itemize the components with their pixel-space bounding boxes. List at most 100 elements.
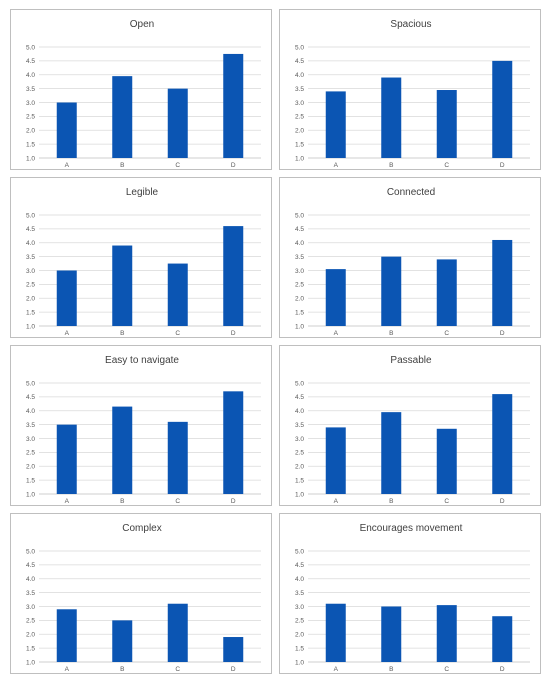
x-tick-label: B bbox=[389, 498, 393, 505]
y-tick-label: 3.5 bbox=[295, 590, 304, 597]
x-tick-label: C bbox=[175, 330, 180, 337]
y-tick-label: 3.5 bbox=[295, 422, 304, 429]
bar bbox=[381, 77, 402, 158]
bar bbox=[167, 603, 188, 662]
x-tick-label: B bbox=[389, 162, 393, 169]
x-tick-label: C bbox=[444, 330, 449, 337]
x-tick-label: A bbox=[65, 330, 70, 337]
y-tick-label: 3.0 bbox=[295, 100, 304, 107]
x-tick-label: A bbox=[65, 162, 70, 169]
chart-title: Spacious bbox=[390, 19, 431, 30]
x-tick-label: A bbox=[334, 162, 339, 169]
bar bbox=[56, 609, 77, 662]
bar bbox=[381, 606, 402, 662]
x-tick-label: B bbox=[120, 330, 124, 337]
y-tick-label: 2.5 bbox=[26, 282, 35, 289]
y-tick-label: 2.5 bbox=[295, 114, 304, 121]
chart-title: Easy to navigate bbox=[105, 355, 179, 366]
y-tick-label: 1.0 bbox=[295, 155, 304, 162]
x-tick-label: C bbox=[444, 498, 449, 505]
chart-title: Legible bbox=[126, 187, 159, 198]
bar bbox=[492, 239, 513, 326]
y-tick-label: 3.0 bbox=[26, 436, 35, 443]
y-tick-label: 5.0 bbox=[295, 44, 304, 51]
y-tick-label: 2.0 bbox=[295, 464, 304, 471]
y-tick-label: 3.5 bbox=[26, 86, 35, 93]
y-tick-label: 4.5 bbox=[295, 58, 304, 65]
y-tick-label: 3.0 bbox=[26, 268, 35, 275]
y-tick-label: 4.0 bbox=[295, 576, 304, 583]
x-tick-label: A bbox=[65, 498, 70, 505]
x-tick-label: D bbox=[500, 498, 505, 505]
x-tick-label: D bbox=[500, 162, 505, 169]
y-tick-label: 3.5 bbox=[26, 254, 35, 261]
bar bbox=[325, 427, 346, 494]
y-tick-label: 1.5 bbox=[26, 141, 35, 148]
y-tick-label: 2.0 bbox=[26, 296, 35, 303]
y-tick-label: 5.0 bbox=[295, 548, 304, 555]
bar bbox=[325, 91, 346, 158]
y-tick-label: 1.5 bbox=[295, 309, 304, 316]
x-tick-label: D bbox=[500, 666, 505, 673]
bar-chart: Passable 1.0 1.5 2.0 2.5 3.0 3.5 4.0 4.5 5.0 A B C D bbox=[295, 355, 530, 505]
y-tick-label: 4.0 bbox=[26, 576, 35, 583]
y-tick-label: 1.0 bbox=[295, 491, 304, 498]
bar bbox=[436, 605, 457, 662]
y-tick-label: 4.0 bbox=[26, 408, 35, 415]
bar bbox=[223, 226, 244, 326]
bar bbox=[167, 88, 188, 158]
x-tick-label: D bbox=[231, 498, 236, 505]
x-tick-label: C bbox=[444, 666, 449, 673]
y-tick-label: 3.5 bbox=[26, 590, 35, 597]
chart-title: Connected bbox=[387, 187, 435, 198]
bar bbox=[167, 263, 188, 326]
bar-chart: Legible 1.0 1.5 2.0 2.5 3.0 3.5 4.0 4.5 5.0 A B C D bbox=[26, 187, 261, 337]
x-tick-label: B bbox=[120, 498, 124, 505]
x-tick-label: B bbox=[120, 162, 124, 169]
chart-panel: Easy to navigate 1.0 1.5 2.0 2.5 3.0 3.5 4.0 4.5… bbox=[10, 345, 272, 506]
x-tick-label: D bbox=[231, 162, 236, 169]
bar bbox=[325, 269, 346, 326]
y-tick-label: 4.5 bbox=[295, 394, 304, 401]
y-tick-label: 5.0 bbox=[26, 548, 35, 555]
bar-chart: Encourages movement 1.0 1.5 2.0 2.5 3.0 3.5 4.0… bbox=[295, 523, 530, 673]
chart-panel: Open 1.0 1.5 2.0 2.5 3.0 3.5 4.0 4.5 5.0 A B C D bbox=[10, 9, 272, 170]
y-tick-label: 4.5 bbox=[26, 394, 35, 401]
y-tick-label: 3.0 bbox=[295, 436, 304, 443]
x-tick-label: A bbox=[334, 330, 339, 337]
bar bbox=[492, 60, 513, 158]
y-tick-label: 1.5 bbox=[295, 141, 304, 148]
y-tick-label: 3.5 bbox=[26, 422, 35, 429]
bar-chart: Complex 1.0 1.5 2.0 2.5 3.0 3.5 4.0 4.5 5.0 A B C D bbox=[26, 523, 261, 673]
y-tick-label: 2.5 bbox=[295, 282, 304, 289]
chart-panel: Encourages movement 1.0 1.5 2.0 2.5 3.0 3.5 4.0… bbox=[279, 513, 541, 674]
y-tick-label: 3.5 bbox=[295, 254, 304, 261]
bar bbox=[112, 76, 133, 158]
x-tick-label: B bbox=[120, 666, 124, 673]
bar bbox=[223, 391, 244, 494]
y-tick-label: 1.5 bbox=[295, 477, 304, 484]
y-tick-label: 2.5 bbox=[295, 618, 304, 625]
y-tick-label: 4.0 bbox=[26, 72, 35, 79]
bar bbox=[381, 256, 402, 326]
x-tick-label: C bbox=[444, 162, 449, 169]
bar-chart: Open 1.0 1.5 2.0 2.5 3.0 3.5 4.0 4.5 5.0 A B C D bbox=[26, 19, 261, 169]
y-tick-label: 4.0 bbox=[295, 240, 304, 247]
y-tick-label: 4.5 bbox=[26, 226, 35, 233]
y-tick-label: 3.0 bbox=[295, 604, 304, 611]
bar bbox=[167, 421, 188, 494]
bar bbox=[436, 428, 457, 494]
x-tick-label: D bbox=[231, 666, 236, 673]
chart-title: Passable bbox=[390, 355, 432, 366]
y-tick-label: 2.5 bbox=[295, 450, 304, 457]
x-tick-label: A bbox=[65, 666, 70, 673]
x-tick-label: C bbox=[175, 162, 180, 169]
y-tick-label: 1.0 bbox=[26, 491, 35, 498]
bar-chart: Spacious 1.0 1.5 2.0 2.5 3.0 3.5 4.0 4.5 5.0 A B C D bbox=[295, 19, 530, 169]
bar bbox=[56, 270, 77, 326]
y-tick-label: 2.0 bbox=[26, 128, 35, 135]
bar bbox=[436, 259, 457, 326]
y-tick-label: 3.0 bbox=[295, 268, 304, 275]
bar bbox=[56, 424, 77, 494]
y-tick-label: 2.0 bbox=[26, 464, 35, 471]
